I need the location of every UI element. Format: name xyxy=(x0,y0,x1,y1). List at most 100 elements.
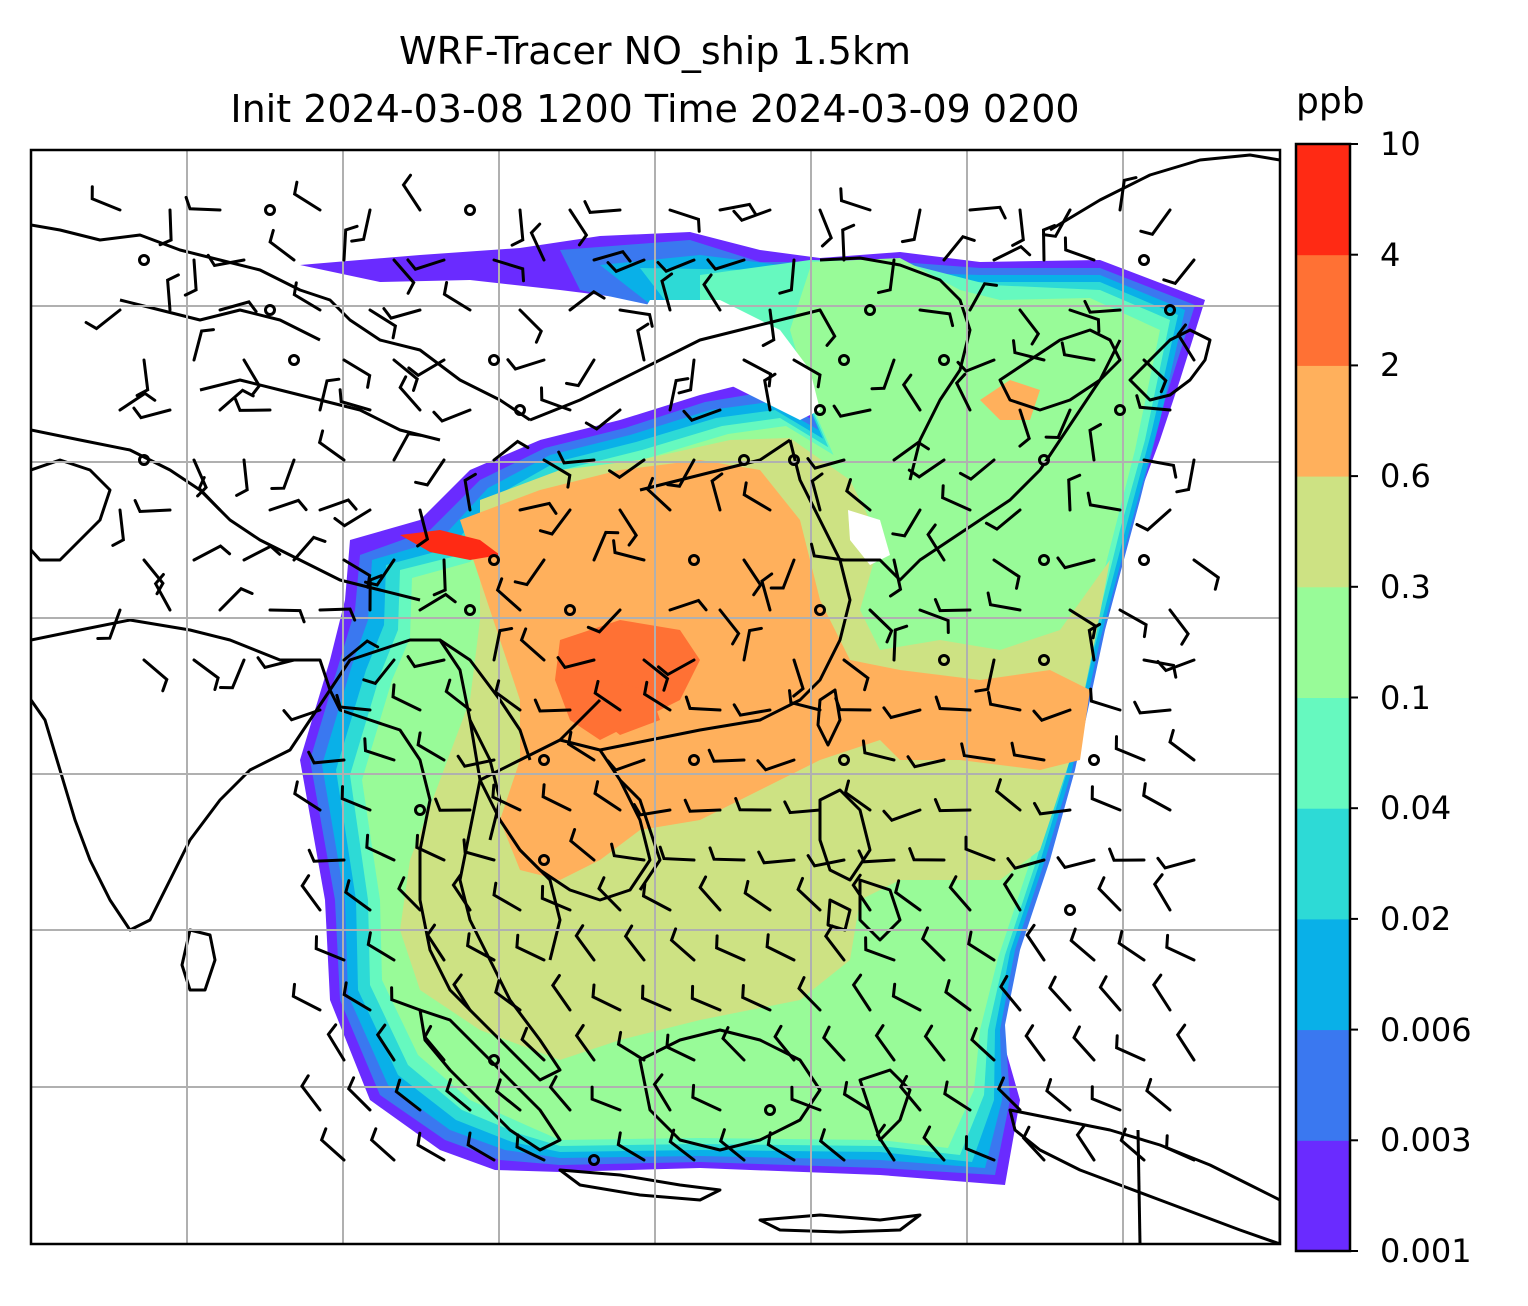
wind-barb xyxy=(335,693,372,712)
map-title-line1: WRF-Tracer NO_ship 1.5km xyxy=(399,29,911,73)
wind-barb xyxy=(986,591,1022,612)
wind-barb xyxy=(192,458,208,498)
wind-barb xyxy=(574,924,596,962)
wind-barb xyxy=(660,272,674,312)
wind-barb xyxy=(882,706,922,720)
wind-barb xyxy=(857,849,896,864)
wind-barb xyxy=(398,375,422,412)
wind-barb xyxy=(307,750,346,765)
wind-barb xyxy=(1067,473,1082,512)
wind-barb xyxy=(1142,458,1178,479)
wind-barb xyxy=(864,936,896,962)
wind-barb xyxy=(307,848,346,863)
wind-barb xyxy=(366,931,396,962)
wind-barb xyxy=(338,388,372,412)
wind-barb xyxy=(1156,658,1196,673)
calm-wind-marker xyxy=(688,554,700,566)
wind-barb xyxy=(1090,1085,1122,1112)
wind-barb xyxy=(783,800,822,815)
wind-barb xyxy=(333,508,372,528)
wind-barb xyxy=(492,881,522,912)
wind-barb xyxy=(718,202,758,216)
wind-barb xyxy=(841,223,856,262)
wind-barb xyxy=(987,690,1022,712)
wind-barb xyxy=(708,846,746,862)
wind-barb xyxy=(235,458,249,497)
wind-barb xyxy=(382,307,422,320)
wind-barb xyxy=(270,458,296,490)
wind-barb xyxy=(918,308,955,328)
wind-barb xyxy=(618,308,654,328)
calm-wind-marker xyxy=(788,454,800,466)
colorbar-segment xyxy=(1296,365,1350,477)
wind-barb xyxy=(392,432,422,462)
calm-wind-marker xyxy=(1064,904,1076,916)
wind-barb xyxy=(268,228,296,262)
wind-barb xyxy=(623,924,646,962)
colorbar-tick-label: 10 xyxy=(1380,125,1421,163)
wind-barb xyxy=(416,508,430,548)
wind-barb xyxy=(416,1131,446,1162)
wind-barb xyxy=(550,974,572,1012)
colorbar-tick-label: 0.006 xyxy=(1380,1010,1472,1049)
wind-barb xyxy=(964,835,996,862)
wind-barb xyxy=(706,258,746,271)
wind-barb xyxy=(941,484,972,512)
wind-barb xyxy=(416,731,446,762)
wind-barb xyxy=(1145,1077,1172,1112)
wind-barb xyxy=(1115,1034,1146,1062)
wind-barb xyxy=(1117,930,1146,962)
wind-barb xyxy=(434,797,472,812)
wind-barb xyxy=(292,535,327,562)
calm-wind-marker xyxy=(488,554,500,566)
wind-barb xyxy=(646,476,672,512)
wind-barb xyxy=(684,695,722,712)
calm-wind-marker xyxy=(1038,454,1050,466)
calm-wind-marker xyxy=(138,454,150,466)
wind-barb xyxy=(1044,408,1072,440)
wind-barb xyxy=(1069,927,1096,962)
wind-barb xyxy=(206,253,246,268)
wind-barb xyxy=(1011,208,1025,247)
wind-barb xyxy=(741,984,772,1012)
wind-barb xyxy=(797,976,822,1012)
wind-barb xyxy=(1063,236,1096,262)
colorbar-tick-label: 0.3 xyxy=(1380,567,1431,606)
wind-barb xyxy=(707,748,746,763)
wind-barb xyxy=(432,558,447,597)
wind-barb xyxy=(665,1033,696,1062)
wind-barb xyxy=(806,457,846,470)
wind-barb xyxy=(268,498,308,512)
wind-barb xyxy=(642,680,672,712)
calm-wind-marker xyxy=(864,304,876,316)
wind-barb xyxy=(1152,873,1172,912)
wind-barb xyxy=(218,300,258,313)
wind-barb xyxy=(934,695,972,712)
wind-barb xyxy=(1018,308,1041,346)
wind-barb xyxy=(368,308,398,340)
wind-barb xyxy=(346,1076,372,1112)
wind-barb xyxy=(668,208,701,233)
wind-barb xyxy=(616,1030,646,1062)
wind-barb xyxy=(153,573,172,612)
wind-barb xyxy=(548,1075,572,1112)
wind-barb xyxy=(1108,847,1146,862)
wind-barb xyxy=(958,458,996,481)
wind-barb xyxy=(942,234,976,262)
wind-barb xyxy=(1114,735,1146,762)
wind-barb xyxy=(1165,933,1196,962)
wind-barb xyxy=(375,1023,396,1062)
wind-barb xyxy=(183,258,198,297)
wind-barb xyxy=(425,923,446,962)
wind-barb xyxy=(451,873,472,912)
wind-barb xyxy=(326,1023,346,1062)
wind-barb xyxy=(192,544,232,562)
wind-barb xyxy=(721,1026,746,1062)
wind-barb xyxy=(540,884,572,912)
coastlines xyxy=(31,153,1280,1244)
calm-wind-marker xyxy=(814,404,826,416)
wind-barb xyxy=(84,308,122,331)
calm-wind-marker xyxy=(1088,754,1100,766)
colorbar-segment xyxy=(1296,144,1350,256)
wind-barb xyxy=(569,828,596,862)
